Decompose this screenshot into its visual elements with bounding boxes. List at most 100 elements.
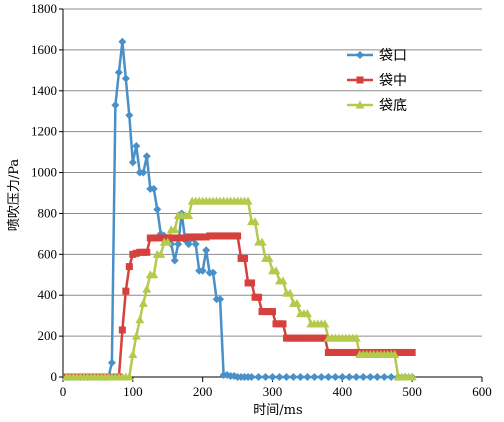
data-point-series-1 <box>107 358 116 367</box>
data-point-series-3 <box>131 331 141 340</box>
data-point-series-1 <box>142 152 151 161</box>
data-point-series-1 <box>216 295 225 304</box>
data-point-series-3 <box>292 298 302 307</box>
data-point-series-1 <box>366 373 375 381</box>
data-point-series-3 <box>351 333 361 342</box>
data-point-series-3 <box>138 298 148 307</box>
data-point-series-2 <box>234 232 242 240</box>
data-point-series-3 <box>142 284 152 293</box>
data-point-series-1 <box>275 373 284 381</box>
y-tick-label: 1600 <box>31 42 57 57</box>
data-point-series-1 <box>380 373 389 381</box>
data-point-series-1 <box>125 111 134 120</box>
data-point-series-1 <box>132 141 141 150</box>
data-point-series-2 <box>241 254 249 262</box>
data-point-series-3 <box>390 350 400 359</box>
data-point-series-3 <box>285 288 295 297</box>
data-point-series-1 <box>247 373 256 381</box>
y-tick-label: 600 <box>38 246 58 261</box>
data-point-series-3 <box>156 249 166 258</box>
x-tick-label: 200 <box>193 384 213 399</box>
x-axis-title: 时间/ms <box>253 403 302 418</box>
data-point-series-1 <box>338 373 347 381</box>
data-point-series-3 <box>257 237 267 246</box>
data-point-series-3 <box>149 270 159 279</box>
data-point-series-1 <box>128 158 137 167</box>
y-tick-label: 1000 <box>31 165 57 180</box>
data-point-series-1 <box>352 373 361 381</box>
data-point-series-1 <box>202 246 211 255</box>
data-point-series-3 <box>124 372 134 381</box>
data-point-series-2 <box>255 293 263 301</box>
y-tick-label: 1800 <box>31 1 57 16</box>
data-point-series-2 <box>248 279 256 287</box>
data-point-series-3 <box>184 210 194 219</box>
data-point-series-1 <box>345 373 354 381</box>
data-point-series-1 <box>174 240 183 249</box>
data-point-series-3 <box>163 237 173 246</box>
x-tick-label: 500 <box>402 384 422 399</box>
y-tick-label: 0 <box>51 369 58 384</box>
x-tick-labels: 0 100 200 300 400 500 600 <box>60 384 492 399</box>
x-tick-label: 400 <box>333 384 353 399</box>
series-markers <box>61 37 417 381</box>
legend-label-1: 袋口 <box>379 48 407 64</box>
data-point-series-1 <box>317 373 326 381</box>
data-point-series-1 <box>254 373 263 381</box>
data-point-series-1 <box>296 373 305 381</box>
x-tick-label: 0 <box>60 384 67 399</box>
x-tick-label: 300 <box>263 384 283 399</box>
data-point-series-3 <box>128 350 138 359</box>
data-point-series-1 <box>282 373 291 381</box>
data-point-series-1 <box>359 373 368 381</box>
data-point-series-1 <box>303 373 312 381</box>
data-point-series-1 <box>149 184 158 193</box>
data-point-series-1 <box>118 37 127 46</box>
data-point-series-1 <box>114 68 123 77</box>
data-point-series-1 <box>289 373 298 381</box>
y-axis-title: 喷吹压力/Pa <box>7 159 22 232</box>
y-tick-label: 200 <box>38 328 58 343</box>
data-point-series-3 <box>271 266 281 275</box>
legend-label-2: 袋中 <box>379 73 407 89</box>
data-point-series-2 <box>279 320 287 328</box>
y-tick-label: 400 <box>38 287 58 302</box>
data-point-series-1 <box>324 373 333 381</box>
data-point-series-3 <box>243 196 253 205</box>
data-point-series-2 <box>122 287 130 295</box>
data-point-series-3 <box>264 253 274 262</box>
data-point-series-3 <box>320 319 330 328</box>
data-point-series-1 <box>373 373 382 381</box>
x-tick-label: 600 <box>472 384 492 399</box>
data-point-series-2 <box>408 348 416 356</box>
data-point-series-2 <box>269 308 276 316</box>
y-tick-label: 1200 <box>31 124 57 139</box>
data-point-series-2 <box>125 263 133 271</box>
data-point-series-3 <box>170 225 180 234</box>
legend-marker-1 <box>356 51 364 59</box>
x-tick-label: 100 <box>123 384 143 399</box>
data-point-series-1 <box>121 74 130 83</box>
data-point-series-1 <box>170 256 179 265</box>
series-lines <box>66 40 413 379</box>
data-point-series-1 <box>153 205 162 214</box>
data-point-series-3 <box>135 315 145 324</box>
legend-label-3: 袋底 <box>379 98 407 114</box>
data-point-series-1 <box>198 266 207 275</box>
data-point-series-3 <box>278 276 288 285</box>
data-point-series-1 <box>184 240 193 249</box>
data-point-series-1 <box>111 101 120 110</box>
data-point-series-1 <box>261 373 270 381</box>
data-point-series-1 <box>191 240 200 249</box>
data-point-series-1 <box>268 373 277 381</box>
y-tick-labels: 0 200 400 600 800 1000 1200 1400 1600 1800 <box>31 1 57 384</box>
y-tick-label: 800 <box>38 205 58 220</box>
data-point-series-1 <box>310 373 319 381</box>
data-point-series-1 <box>139 168 148 177</box>
data-point-series-1 <box>387 373 396 381</box>
data-point-series-2 <box>118 326 126 334</box>
data-point-series-1 <box>331 373 340 381</box>
data-point-series-2 <box>143 248 151 256</box>
